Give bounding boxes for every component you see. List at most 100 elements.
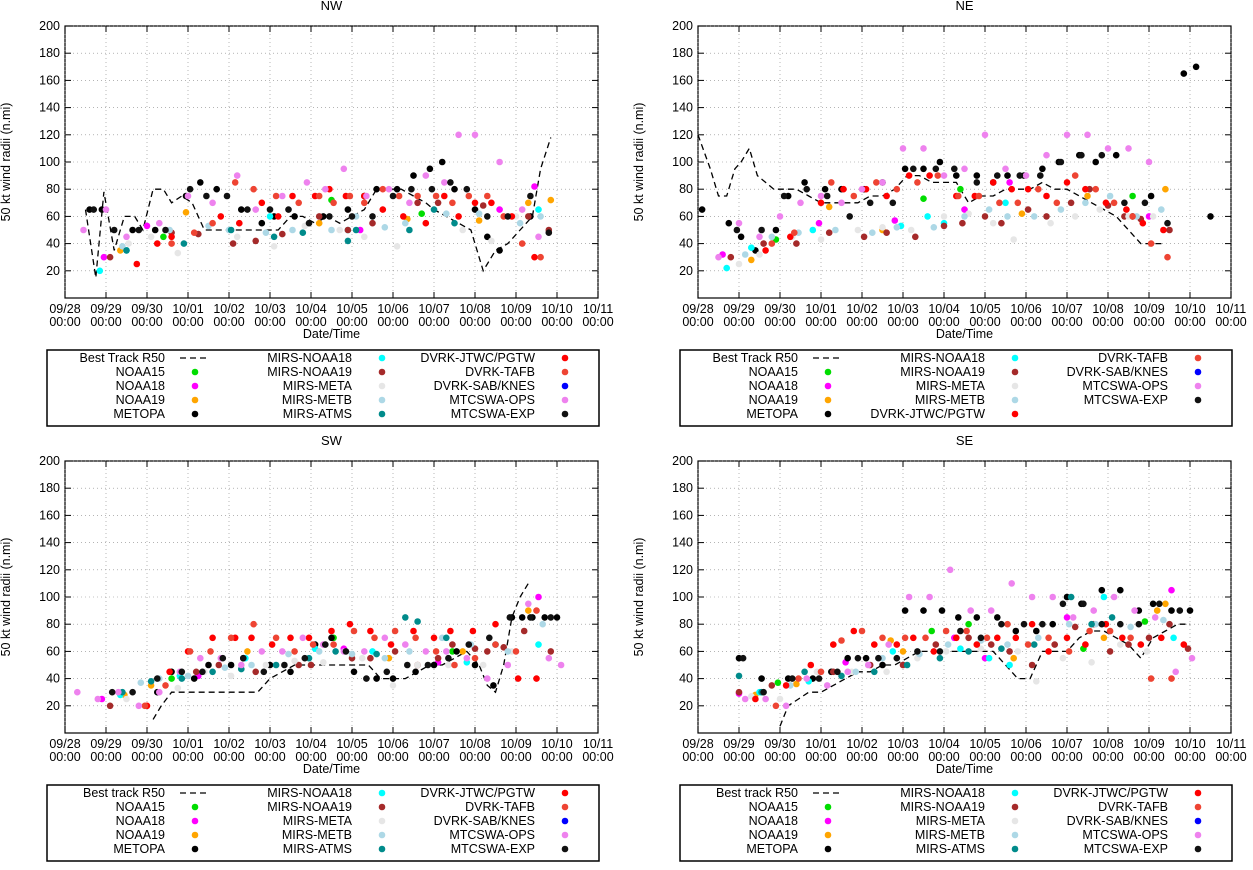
x-tick-label-date: 10/08: [1092, 737, 1123, 751]
point-mtcswa-ops: [1188, 654, 1196, 662]
legend-marker: [1011, 382, 1019, 390]
x-tick-label-time: 00:00: [459, 750, 490, 764]
legend-marker: [824, 817, 832, 825]
point-mirs-meta: [147, 233, 155, 241]
point-mtcswa-exp: [108, 688, 116, 696]
legend-label: METOPA: [113, 842, 165, 856]
point-mtcswa-ops: [496, 158, 503, 166]
point-metopa: [258, 219, 266, 227]
legend-label: MTCSWA-OPS: [449, 828, 535, 842]
point-dvrk-tafb: [1071, 172, 1079, 179]
x-tick-label-time: 00:00: [1133, 315, 1164, 329]
legend-marker: [824, 410, 832, 418]
point-mirs-atms: [936, 654, 944, 662]
point-mtcswa-exp: [780, 192, 788, 200]
point-mirs-meta: [459, 226, 467, 234]
point-metopa: [920, 607, 927, 614]
legend-marker: [561, 410, 569, 418]
point-dvrk-jtwc-pgtw: [910, 634, 917, 642]
point-dvrk-jtwc-pgtw: [533, 675, 540, 682]
point-noaa19: [1162, 600, 1169, 608]
point-mtcswa-exp: [301, 654, 309, 662]
legend-marker: [191, 831, 199, 839]
point-mirs-metb: [137, 679, 145, 686]
point-mirs-metb: [262, 229, 270, 236]
point-dvrk-jtwc-pgtw: [400, 213, 407, 220]
point-mirs-meta: [883, 668, 890, 676]
legend-marker: [561, 382, 569, 390]
point-dvrk-tafb: [934, 172, 942, 179]
x-tick-label-time: 00:00: [90, 750, 121, 764]
point-dvrk-jtwc-pgtw: [1008, 185, 1015, 193]
point-mtcswa-ops: [1022, 172, 1030, 179]
point-mirs-meta: [817, 236, 825, 243]
x-tick-label-date: 10/01: [805, 737, 836, 751]
point-metopa: [1186, 607, 1194, 614]
point-mtcswa-exp: [326, 213, 333, 220]
point-mtcswa-ops: [363, 192, 370, 200]
point-mtcswa-exp: [1080, 600, 1087, 608]
x-tick-label-date: 09/29: [90, 737, 121, 751]
point-metopa: [197, 179, 204, 186]
y-tick-label: 60: [46, 644, 60, 658]
legend-box: [679, 784, 1233, 862]
y-tick-label: 20: [46, 699, 60, 713]
point-metopa: [1033, 627, 1040, 635]
point-mirs-meta: [174, 684, 182, 692]
point-mirs-meta: [735, 260, 743, 268]
point-mirs-metb: [1030, 213, 1038, 220]
point-noaa19: [525, 199, 532, 207]
point-mirs-noaa18: [924, 213, 931, 220]
point-metopa: [1098, 586, 1106, 594]
point-metopa: [553, 614, 561, 621]
x-tick-label-date: 10/05: [969, 302, 1000, 316]
point-mtcswa-exp: [545, 229, 553, 236]
legend-marker: [378, 410, 386, 418]
point-mirs-meta: [756, 251, 763, 258]
point-mirs-atms: [270, 233, 278, 241]
point-noaa19: [525, 607, 532, 614]
point-dvrk-tafb: [1035, 185, 1042, 193]
x-tick-label-date: 10/05: [336, 737, 367, 751]
point-mirs-metb: [315, 648, 323, 655]
point-mirs-noaa18: [1100, 593, 1108, 601]
point-mtcswa-exp: [240, 654, 247, 662]
point-mirs-atms: [735, 672, 743, 680]
point-dvrk-jtwc-pgtw: [817, 199, 825, 207]
point-mtcswa-exp: [369, 213, 376, 220]
point-mirs-noaa19: [1106, 648, 1114, 655]
point-dvrk-tafb: [873, 179, 880, 186]
x-tick-label-date: 10/07: [418, 302, 449, 316]
point-dvrk-jtwc-pgtw: [850, 627, 858, 635]
legend-label: MTCSWA-EXP: [451, 407, 535, 421]
legend-marker: [561, 368, 569, 376]
point-metopa: [430, 661, 438, 669]
point-dvrk-jtwc-pgtw: [1160, 226, 1167, 234]
point-dvrk-tafb: [484, 192, 491, 200]
point-mtcswa-ops: [858, 185, 866, 193]
y-tick-label: 40: [46, 672, 60, 686]
point-mtcswa-ops: [776, 213, 784, 220]
point-mirs-atms: [123, 247, 130, 254]
point-dvrk-jtwc-pgtw: [1045, 648, 1052, 655]
point-mtcswa-exp: [90, 206, 97, 213]
point-mtcswa-ops: [484, 675, 491, 682]
point-mirs-metb: [985, 206, 993, 213]
y-tick-label: 80: [679, 182, 693, 196]
point-mirs-atms: [1088, 620, 1095, 628]
point-mirs-noaa19: [391, 648, 399, 655]
legend-label: MTCSWA-EXP: [1084, 393, 1168, 407]
point-metopa: [1168, 607, 1175, 614]
point-dvrk-jtwc-pgtw: [492, 620, 499, 628]
point-mirs-noaa19: [1067, 199, 1075, 207]
legend-marker: [191, 382, 199, 390]
x-tick-label-time: 00:00: [846, 315, 877, 329]
point-dvrk-jtwc-pgtw: [1137, 641, 1145, 648]
legend-marker: [824, 831, 832, 839]
point-mtcswa-ops: [926, 593, 933, 601]
point-mirs-atms: [180, 240, 188, 247]
legend-label: DVRK-SAB/KNES: [1067, 365, 1168, 379]
legend-label: MIRS-METB: [915, 393, 985, 407]
point-mirs-meta: [393, 243, 401, 250]
x-tick-label-date: 10/06: [377, 737, 408, 751]
